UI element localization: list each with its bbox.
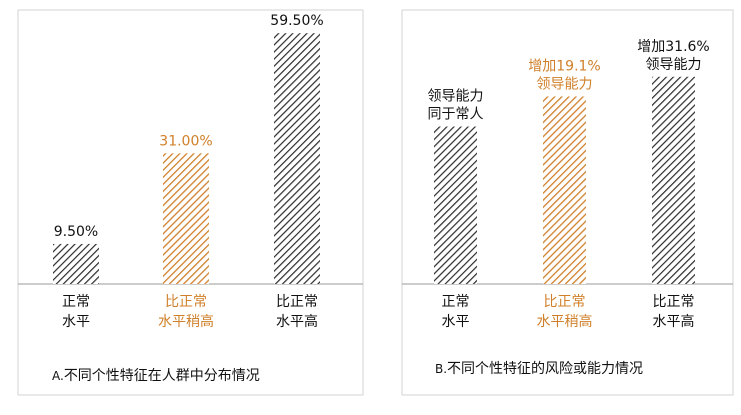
caption-prefix: B. bbox=[435, 362, 447, 376]
data-label: 同于常人 bbox=[428, 107, 484, 123]
category-label: 正常 bbox=[62, 294, 90, 310]
category-label: 比正常 bbox=[544, 294, 586, 310]
data-label: 增加31.6% bbox=[637, 39, 709, 55]
chart-caption: A.不同个性特征在人群中分布情况 bbox=[52, 368, 260, 384]
category-label: 水平 bbox=[442, 314, 470, 330]
data-label: 31.00% bbox=[159, 133, 212, 149]
data-label: 领导能力 bbox=[646, 57, 702, 73]
bar-2 bbox=[543, 96, 586, 284]
bar-1 bbox=[434, 126, 477, 284]
category-label: 比正常 bbox=[653, 294, 695, 310]
category-label: 水平高 bbox=[276, 313, 318, 330]
data-label: 增加19.1% bbox=[528, 58, 600, 74]
category-label: 水平稍高 bbox=[537, 313, 593, 330]
category-label: 水平高 bbox=[653, 313, 695, 330]
panel-frame bbox=[17, 9, 364, 396]
category-label: 正常 bbox=[442, 294, 470, 310]
data-label: 领导能力 bbox=[428, 89, 484, 105]
category-label: 水平 bbox=[62, 314, 90, 330]
category-label: 比正常 bbox=[276, 294, 318, 310]
category-label: 比正常 bbox=[165, 294, 207, 310]
bar-3 bbox=[274, 33, 320, 284]
caption-text: 不同个性特征在人群中分布情况 bbox=[64, 368, 260, 384]
bar-1 bbox=[53, 243, 99, 284]
caption-prefix: A. bbox=[52, 369, 64, 383]
caption-text: 不同个性特征的风险或能力情况 bbox=[447, 361, 643, 377]
panel-frame bbox=[401, 9, 734, 396]
chart-caption: B.不同个性特征的风险或能力情况 bbox=[435, 361, 643, 377]
data-label: 9.50% bbox=[54, 224, 98, 240]
bar-3 bbox=[652, 76, 695, 284]
data-label: 领导能力 bbox=[537, 76, 593, 92]
data-label: 59.50% bbox=[270, 13, 323, 29]
category-label: 水平稍高 bbox=[158, 313, 214, 330]
bar-2 bbox=[163, 153, 209, 284]
